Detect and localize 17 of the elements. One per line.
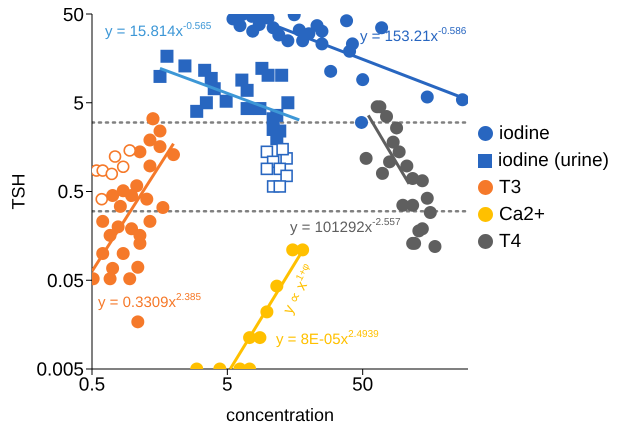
annotation: y = 15.814x$^{-0.565}$ <box>105 21 212 40</box>
legend-label: Ca2+ <box>499 203 545 227</box>
y-tick-label: 0.5 <box>58 182 84 204</box>
y-tick-label: 5 <box>73 93 84 114</box>
y-axis-title: TSH <box>8 174 28 210</box>
annotation: y = 101292x$^{-2.557}$ <box>290 217 401 236</box>
legend-label: iodine <box>499 122 550 146</box>
annotation: y = 153.21x$^{-0.586}$ <box>360 26 467 45</box>
legend-label: T3 <box>499 176 522 200</box>
x-tick-label: 50 <box>352 374 374 396</box>
x-axis-title: concentration <box>226 405 334 425</box>
legend-label: T4 <box>499 230 522 254</box>
annotation: y = 8E-05x$^{2.4939}$ <box>276 329 380 348</box>
legend-label: iodine (urine) <box>498 149 609 173</box>
y-tick-label: 0.05 <box>47 270 84 292</box>
annotation: y = 0.3309x$^{2.385}$ <box>98 292 202 311</box>
x-tick-label: 5 <box>222 374 233 396</box>
